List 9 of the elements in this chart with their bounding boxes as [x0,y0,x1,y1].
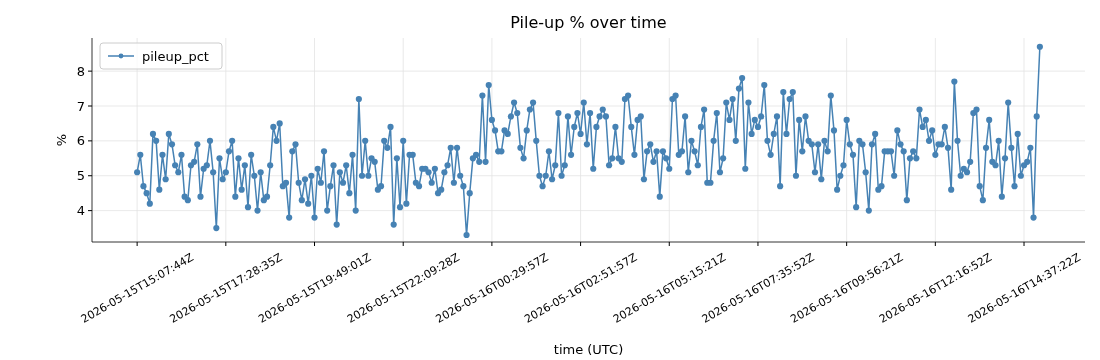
chart-title: Pile-up % over time [510,13,667,32]
y-axis-title: % [54,133,69,147]
y-tick-label: 8 [76,63,85,79]
y-tick-label: 5 [76,168,85,184]
y-tick-label: 7 [76,98,85,114]
x-axis-title: time (UTC) [553,342,624,357]
y-tick-label: 4 [76,203,85,219]
y-tick-label: 6 [76,133,85,149]
legend-label: pileup_pct [142,48,209,64]
